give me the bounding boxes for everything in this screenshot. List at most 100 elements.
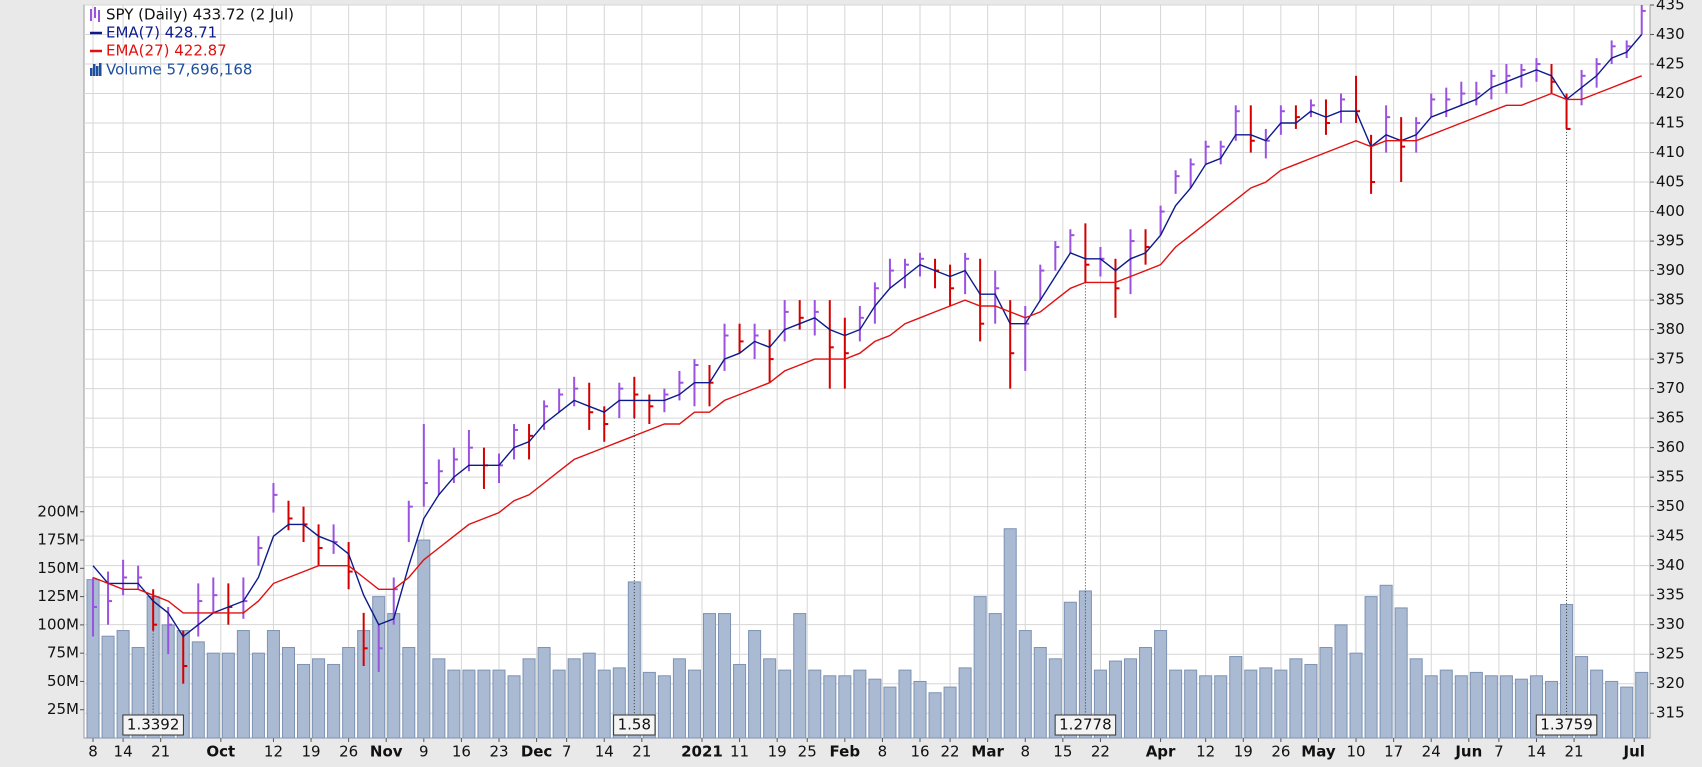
y-tick-label: 385 (1656, 291, 1685, 309)
volume-bar (1214, 675, 1228, 739)
x-tick-label: 23 (489, 743, 508, 761)
y-tick-label: 325 (1656, 645, 1685, 663)
annotation-label: 1.3392 (127, 716, 180, 734)
volume-bar (627, 581, 641, 739)
x-tick-label: 10 (1346, 743, 1365, 761)
ema-line (92, 75, 1642, 614)
y-tick-label: 375 (1656, 350, 1685, 368)
volume-bar (958, 667, 972, 739)
x-tick-label: 9 (419, 743, 429, 761)
y-tick-label: 365 (1656, 409, 1685, 427)
volume-bar (1560, 604, 1574, 739)
volume-bar (1259, 667, 1273, 739)
volume-bar (1620, 686, 1634, 739)
y2-tick-label: 200M (37, 502, 79, 520)
volume-bar (748, 630, 762, 739)
volume-bar (1379, 584, 1393, 739)
volume-bar (687, 669, 701, 739)
y-tick-label: 315 (1656, 704, 1685, 722)
volume-bar (597, 669, 611, 739)
volume-bar (883, 686, 897, 739)
volume-bar (1123, 658, 1138, 739)
volume-bar (236, 630, 250, 739)
volume-bar (1244, 669, 1258, 739)
volume-bar (913, 680, 927, 739)
y-tick-label: 345 (1656, 527, 1685, 545)
x-tick-label: 19 (768, 743, 787, 761)
y-tick-label: 430 (1656, 25, 1685, 43)
x-tick-label: 14 (595, 743, 614, 761)
volume-bar (507, 675, 521, 739)
volume-bar (1635, 671, 1649, 739)
legend-glyph (90, 68, 93, 76)
y2-tick-label: 150M (37, 559, 79, 577)
volume-bar (808, 669, 822, 739)
y-tick-label: 335 (1656, 586, 1685, 604)
volume-bar (1409, 658, 1423, 739)
volume-bar (928, 692, 942, 739)
annotation-box (1535, 714, 1598, 736)
volume-bar (1349, 652, 1363, 739)
volume-bar (1003, 528, 1017, 739)
volume-bar (1499, 675, 1513, 739)
volume-bar (672, 658, 686, 739)
x-tick-label: 14 (114, 743, 133, 761)
volume-bar (943, 686, 957, 739)
y-tick-label: 405 (1656, 173, 1685, 191)
annotation-label: 1.2778 (1059, 716, 1112, 734)
legend-volume: Volume 57,696,168 (106, 61, 252, 79)
volume-bar (1018, 630, 1032, 739)
y-tick-label: 350 (1656, 497, 1685, 515)
volume-bar (312, 658, 326, 739)
x-tick-label: 12 (1196, 743, 1215, 761)
x-tick-label: 19 (1234, 743, 1253, 761)
volume-bar (432, 658, 446, 739)
x-tick-label: May (1301, 743, 1336, 761)
annotation-label: 1.3759 (1540, 716, 1593, 734)
volume-bar (823, 675, 837, 739)
volume-bar (1139, 647, 1153, 739)
volume-bar (1454, 675, 1468, 739)
x-tick-label: Jun (1454, 743, 1482, 761)
x-tick-label: 19 (301, 743, 320, 761)
x-tick-label: Apr (1146, 743, 1176, 761)
y-tick-label: 320 (1656, 674, 1685, 692)
y-tick-label: 355 (1656, 468, 1685, 486)
x-tick-label: 16 (910, 743, 929, 761)
volume-bar (1514, 678, 1528, 739)
x-tick-label: 8 (878, 743, 888, 761)
x-tick-label: 8 (88, 743, 98, 761)
volume-bar (763, 658, 777, 739)
x-tick-label: 26 (1271, 743, 1290, 761)
volume-bar (1439, 669, 1453, 739)
volume-bar (1033, 647, 1047, 739)
x-tick-label: 12 (264, 743, 283, 761)
x-tick-label: 2021 (681, 743, 723, 761)
volume-bar (447, 669, 461, 739)
volume-bar (101, 635, 115, 739)
volume-bar (251, 652, 265, 739)
volume-bar (191, 641, 205, 739)
x-tick-label: Nov (370, 743, 403, 761)
y-tick-label: 410 (1656, 143, 1685, 161)
volume-bar (417, 539, 431, 739)
y-tick-label: 390 (1656, 261, 1685, 279)
volume-bar (552, 669, 566, 739)
x-tick-label: 16 (452, 743, 471, 761)
ema-line (92, 34, 1643, 638)
volume-bar (778, 669, 792, 739)
volume-bar (1063, 601, 1077, 739)
volume-bar (281, 647, 296, 739)
volume-bar (868, 678, 882, 739)
volume-bar (567, 658, 581, 739)
x-tick-label: 7 (1494, 743, 1504, 761)
volume-bar (266, 630, 280, 739)
x-tick-label: 22 (941, 743, 960, 761)
x-tick-label: 24 (1422, 743, 1441, 761)
volume-bar (537, 647, 551, 739)
y-tick-label: 420 (1656, 84, 1685, 102)
volume-bar (1334, 624, 1348, 739)
volume-bar (1469, 671, 1483, 739)
